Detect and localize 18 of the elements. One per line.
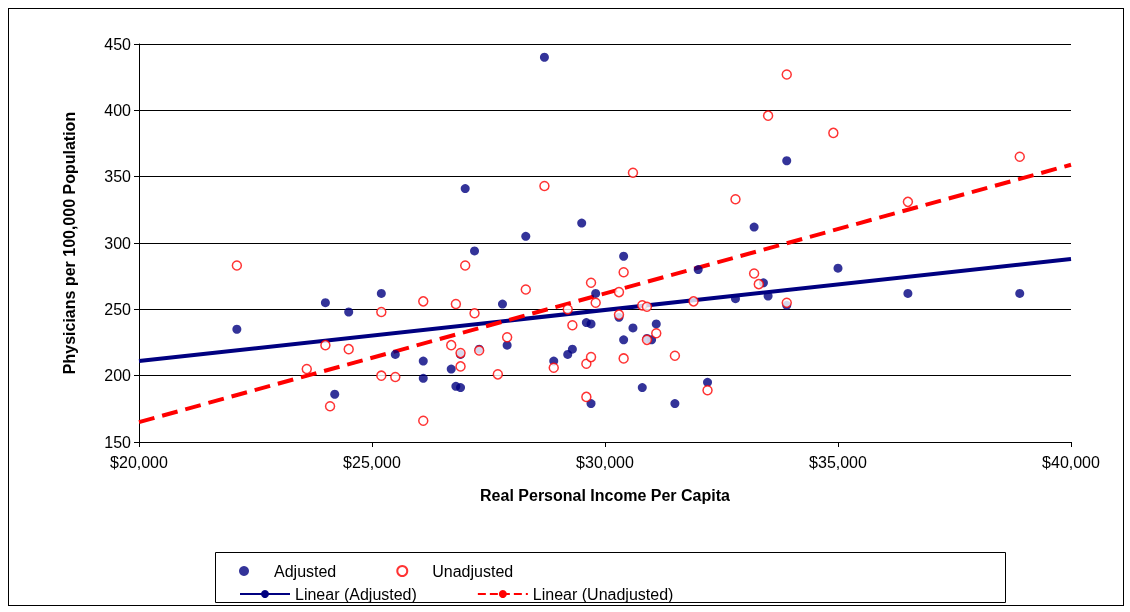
y-tick-label: 400: [104, 101, 132, 119]
x-tick-label: $25,000: [343, 453, 402, 471]
legend-label: Linear (Adjusted): [295, 585, 417, 603]
y-tick-label: 150: [104, 433, 132, 451]
x-axis-title: Real Personal Income Per Capita: [480, 486, 731, 504]
legend-label: Linear (Unadjusted): [532, 585, 674, 603]
y-tick-label: 350: [104, 168, 132, 186]
y-axis-title: Physicians per 100,000 Population: [60, 111, 78, 375]
legend-label: Unadjusted: [432, 562, 514, 580]
y-tick-label: 200: [104, 367, 132, 385]
x-tick-label: $35,000: [809, 453, 868, 471]
x-tick-label: $20,000: [110, 453, 169, 471]
legend-label: Adjusted: [274, 562, 337, 580]
x-tick-label: $30,000: [576, 453, 635, 471]
x-tick-label: $40,000: [1042, 453, 1101, 471]
y-tick-label: 300: [104, 234, 132, 252]
y-tick-label: 250: [104, 300, 132, 318]
y-tick-label: 450: [104, 35, 132, 53]
